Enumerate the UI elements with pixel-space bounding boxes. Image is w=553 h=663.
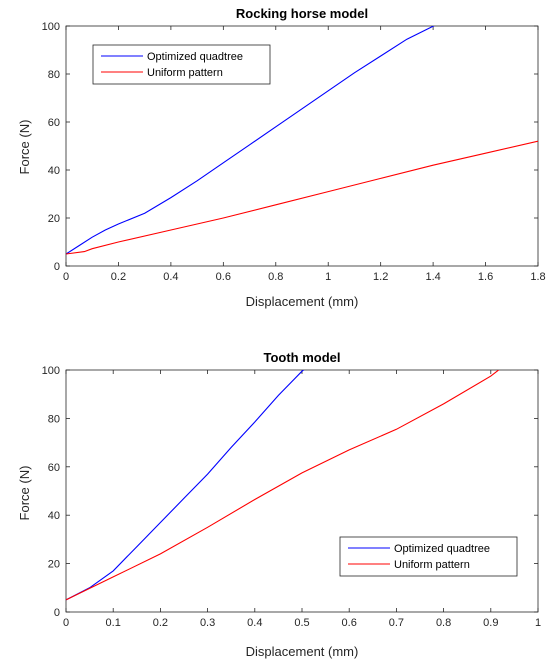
x-tick-label: 1.4 [425,271,440,283]
legend-box [339,536,518,577]
x-tick-label: 1.2 [373,271,388,283]
x-tick-label: 0.2 [153,617,168,629]
x-tick-label: 0.4 [163,271,178,283]
x-tick-label: 0.2 [111,271,126,283]
x-tick-label: 0.1 [106,617,121,629]
x-tick-label: 1 [535,617,541,629]
x-tick-label: 0.5 [294,617,309,629]
legend: Optimized quadtree Uniform pattern [92,44,271,85]
x-tick-label: 0.9 [483,617,498,629]
series-line-uniform-pattern [66,140,538,255]
y-tick-label: 80 [48,69,60,81]
x-tick-label: 0.7 [389,617,404,629]
x-tick-label: 0 [63,617,69,629]
y-tick-label: 0 [54,261,60,273]
series-line-uniform-pattern [66,370,500,601]
legend-entry-label: Uniform pattern [394,559,470,571]
x-axis-label: Displacement (mm) [246,644,359,659]
legend-entry-label: Optimized quadtree [147,51,243,63]
x-tick-label: 1 [325,271,331,283]
y-tick-label: 100 [42,21,60,33]
legend-entry-label: Uniform pattern [147,67,223,79]
y-tick-label: 40 [48,510,60,522]
y-tick-label: 100 [42,365,60,377]
y-tick-label: 20 [48,213,60,225]
y-axis-label: Force (N) [17,120,32,175]
series-line-optimized-quadtree [66,26,435,255]
y-tick-label: 40 [48,165,60,177]
legend-box [92,44,271,85]
y-tick-label: 20 [48,559,60,571]
chart-rocking-horse: Rocking horse model Displacement (mm) Fo… [17,6,546,309]
series-line-optimized-quadtree [66,370,305,601]
x-tick-label: 0.8 [436,617,451,629]
y-tick-label: 80 [48,413,60,425]
x-tick-label: 0.8 [268,271,283,283]
y-tick-label: 0 [54,607,60,619]
x-tick-label: 0.3 [200,617,215,629]
x-tick-label: 0 [63,271,69,283]
y-axis-label: Force (N) [17,466,32,521]
x-tick-label: 0.6 [216,271,231,283]
chart-tooth: Tooth model Displacement (mm) Force (N) … [17,350,541,659]
x-tick-label: 1.8 [530,271,545,283]
chart-title: Tooth model [263,350,340,365]
chart-title: Rocking horse model [236,6,368,21]
legend: Optimized quadtree Uniform pattern [339,536,518,577]
y-tick-label: 60 [48,462,60,474]
y-tick-label: 60 [48,117,60,129]
legend-entry-label: Optimized quadtree [394,543,490,555]
x-tick-label: 0.6 [342,617,357,629]
x-tick-label: 1.6 [478,271,493,283]
x-axis-label: Displacement (mm) [246,294,359,309]
x-tick-label: 0.4 [247,617,262,629]
